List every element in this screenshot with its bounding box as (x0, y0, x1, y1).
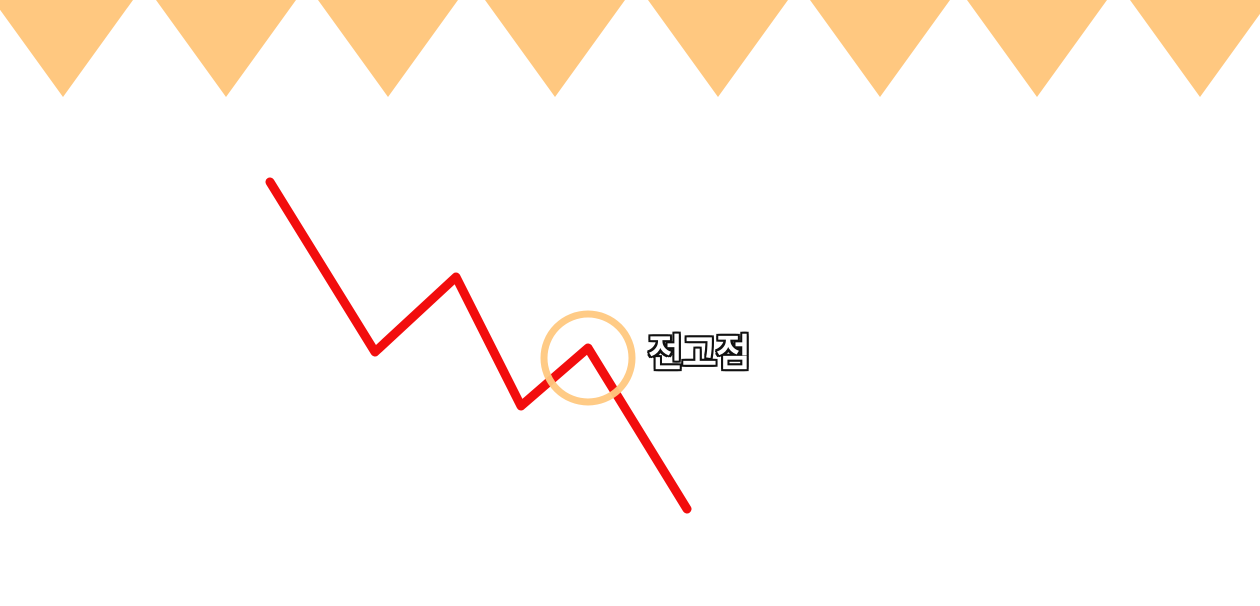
border-triangle-4 (485, 0, 625, 97)
border-triangle-6 (810, 0, 950, 97)
top-border-triangles (0, 0, 1260, 97)
previous-high-label: 전고점 (647, 331, 753, 375)
border-triangle-2 (156, 0, 296, 97)
border-triangle-5 (648, 0, 788, 97)
downtrend-price-line (265, 177, 692, 514)
previous-high-highlight-circle (540, 310, 636, 406)
border-triangle-1 (0, 0, 133, 97)
border-triangle-8 (1130, 0, 1260, 97)
border-triangle-7 (967, 0, 1107, 97)
border-triangle-3 (318, 0, 458, 97)
